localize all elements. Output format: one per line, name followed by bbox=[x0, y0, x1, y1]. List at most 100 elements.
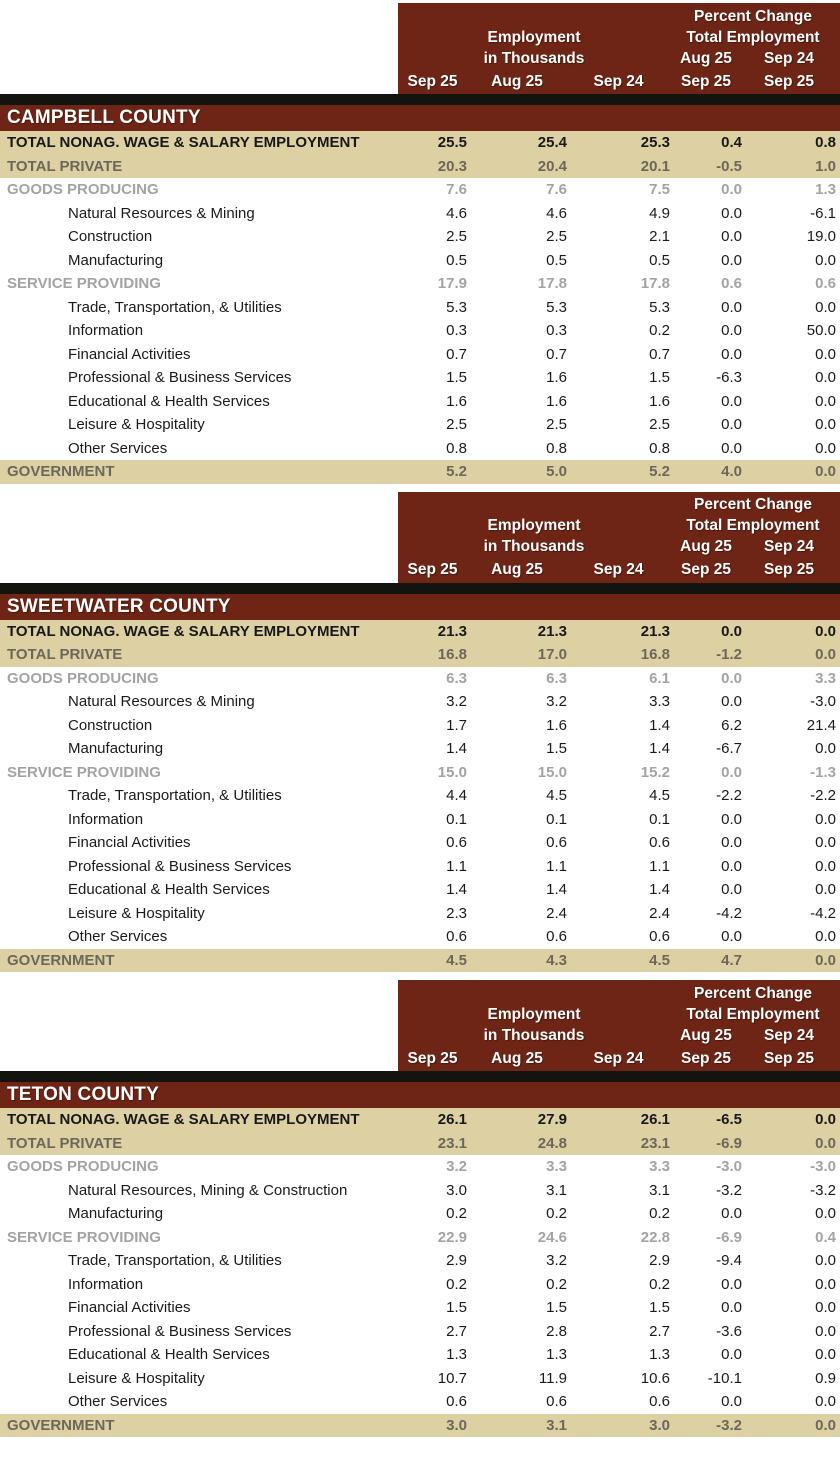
employment-label: Employment bbox=[487, 517, 581, 534]
value-sep25: 4.5 bbox=[446, 951, 467, 969]
value-sep24: 1.6 bbox=[649, 392, 670, 410]
pct-aug25-over-sep25: 0.0 bbox=[721, 251, 742, 269]
row-label: Information bbox=[68, 322, 144, 339]
pct-sep24-over-sep25: 0.9 bbox=[815, 1369, 836, 1387]
table-row: Construction 1.7 1.6 1.4 6.2 21.4 bbox=[0, 713, 840, 737]
pct-aug25-over-sep25: -4.2 bbox=[716, 904, 742, 922]
pct-sep24-over-sep25: 0.0 bbox=[815, 646, 836, 663]
table-row: GOVERNMENT 5.2 5.0 5.2 4.0 0.0 bbox=[0, 460, 840, 484]
col-sep25-label: Sep 25 bbox=[407, 561, 458, 578]
value-sep25: 0.5 bbox=[446, 251, 467, 269]
pct-sep24-over-sep25: 0.0 bbox=[815, 416, 836, 433]
value-aug25: 25.4 bbox=[537, 134, 567, 151]
pct-sep24-over-sep25: 0.0 bbox=[815, 857, 836, 875]
pct-aug25-over-sep25: 0.0 bbox=[721, 693, 742, 710]
pct-aug25-over-sep25: -2.2 bbox=[716, 787, 742, 804]
value-sep24: 20.1 bbox=[640, 157, 670, 175]
pct-aug25-over-sep25: 0.0 bbox=[721, 928, 742, 945]
value-aug25: 11.9 bbox=[538, 1369, 567, 1387]
table-row: GOODS PRODUCING 6.3 6.3 6.1 0.0 3.3 bbox=[0, 666, 840, 690]
pct-col-sep24-top-label: Sep 24 bbox=[764, 538, 814, 555]
value-aug25: 1.6 bbox=[546, 369, 567, 386]
value-sep24: 26.1 bbox=[640, 1111, 670, 1128]
pct-sep24-over-sep25: 0.0 bbox=[815, 622, 836, 640]
value-sep24: 1.5 bbox=[649, 369, 670, 386]
pct-sep24-over-sep25: 0.0 bbox=[815, 1205, 836, 1222]
county-rows: TOTAL NONAG. WAGE & SALARY EMPLOYMENT 21… bbox=[0, 619, 840, 972]
pct-aug25-over-sep25: 0.0 bbox=[721, 204, 742, 222]
value-sep24: 0.7 bbox=[649, 345, 670, 363]
header-line-2: Employment Total Employment bbox=[398, 27, 840, 48]
value-sep25: 4.6 bbox=[446, 204, 467, 222]
value-sep25: 17.9 bbox=[437, 275, 467, 292]
pct-aug25-over-sep25: -10.1 bbox=[707, 1369, 742, 1387]
row-label: Information bbox=[68, 1275, 144, 1293]
value-sep24: 0.1 bbox=[649, 810, 670, 828]
value-aug25: 4.3 bbox=[546, 951, 567, 969]
value-sep24: 2.1 bbox=[649, 228, 670, 245]
county-title: CAMPBELL COUNTY bbox=[0, 105, 840, 131]
value-sep25: 0.8 bbox=[446, 439, 467, 457]
value-sep25: 2.7 bbox=[446, 1322, 467, 1340]
row-label: Professional & Business Services bbox=[68, 369, 292, 386]
header-line-4: Sep 25 Aug 25 Sep 24 Sep 25 Sep 25 bbox=[398, 558, 840, 583]
table-row: TOTAL PRIVATE 23.1 24.8 23.1 -6.9 0.0 bbox=[0, 1131, 840, 1155]
pct-aug25-over-sep25: 4.7 bbox=[721, 951, 742, 969]
pct-sep24-over-sep25: 0.0 bbox=[815, 392, 836, 410]
pct-sep24-over-sep25: 0.0 bbox=[815, 1416, 836, 1434]
pct-aug25-over-sep25: 0.0 bbox=[721, 345, 742, 363]
value-sep24: 0.5 bbox=[649, 251, 670, 269]
pct-aug25-over-sep25: 0.0 bbox=[721, 228, 742, 245]
pct-aug25-over-sep25: -6.9 bbox=[716, 1228, 742, 1246]
value-sep25: 2.9 bbox=[446, 1252, 467, 1269]
value-aug25: 0.2 bbox=[546, 1275, 567, 1293]
table-row: Construction 2.5 2.5 2.1 0.0 19.0 bbox=[0, 225, 840, 249]
pct-col-sep24-top-label: Sep 24 bbox=[764, 49, 814, 67]
row-label: Professional & Business Services bbox=[68, 857, 292, 875]
row-label: Trade, Transportation, & Utilities bbox=[68, 1252, 282, 1269]
table-row: TOTAL NONAG. WAGE & SALARY EMPLOYMENT 26… bbox=[0, 1108, 840, 1132]
row-label: Construction bbox=[68, 228, 153, 245]
pct-sep24-over-sep25: 0.0 bbox=[815, 1275, 836, 1293]
value-sep25: 6.3 bbox=[446, 669, 467, 687]
value-aug25: 0.6 bbox=[546, 834, 567, 851]
pct-aug25-over-sep25: 0.0 bbox=[721, 416, 742, 433]
row-label: Educational & Health Services bbox=[68, 392, 270, 410]
row-label: TOTAL NONAG. WAGE & SALARY EMPLOYMENT bbox=[7, 134, 360, 151]
pct-aug25-over-sep25: -3.2 bbox=[716, 1181, 742, 1199]
value-sep24: 5.2 bbox=[649, 463, 670, 480]
pct-aug25-over-sep25: 0.0 bbox=[721, 439, 742, 457]
pct-aug25-over-sep25: 0.0 bbox=[721, 298, 742, 316]
divider-bar bbox=[0, 582, 840, 594]
total-employment-label: Total Employment bbox=[686, 517, 820, 534]
table-row: Leisure & Hospitality 2.3 2.4 2.4 -4.2 -… bbox=[0, 901, 840, 925]
col-sep24-label: Sep 24 bbox=[593, 1049, 644, 1067]
table-row: GOODS PRODUCING 3.2 3.3 3.3 -3.0 -3.0 bbox=[0, 1155, 840, 1179]
pct-aug25-over-sep25: -3.2 bbox=[716, 1416, 742, 1434]
pct-sep24-over-sep25: 0.0 bbox=[815, 834, 836, 851]
pct-aug25-over-sep25: 0.0 bbox=[721, 1275, 742, 1293]
total-employment-label: Total Employment bbox=[686, 1005, 820, 1023]
row-label: GOODS PRODUCING bbox=[7, 181, 159, 198]
col-aug25-label: Aug 25 bbox=[491, 72, 543, 90]
value-sep24: 4.5 bbox=[649, 787, 670, 804]
pct-aug25-over-sep25: -6.5 bbox=[716, 1111, 742, 1128]
table-row: Leisure & Hospitality 2.5 2.5 2.5 0.0 0.… bbox=[0, 413, 840, 437]
value-sep24: 0.6 bbox=[649, 834, 670, 851]
pct-sep24-over-sep25: 0.0 bbox=[815, 1322, 836, 1340]
table-row: Manufacturing 1.4 1.5 1.4 -6.7 0.0 bbox=[0, 737, 840, 761]
value-aug25: 1.1 bbox=[546, 857, 567, 875]
table-row: Trade, Transportation, & Utilities 5.3 5… bbox=[0, 295, 840, 319]
value-sep25: 5.3 bbox=[446, 298, 467, 316]
value-sep24: 1.1 bbox=[649, 857, 670, 875]
table-row: Other Services 0.6 0.6 0.6 0.0 0.0 bbox=[0, 1390, 840, 1414]
value-sep25: 1.4 bbox=[446, 881, 467, 898]
value-sep25: 1.1 bbox=[446, 857, 467, 875]
value-aug25: 2.8 bbox=[546, 1322, 567, 1340]
col-sep25-label: Sep 25 bbox=[407, 1049, 458, 1067]
value-aug25: 3.2 bbox=[546, 693, 567, 710]
value-sep24: 0.2 bbox=[649, 1275, 670, 1293]
table-row: Educational & Health Services 1.6 1.6 1.… bbox=[0, 389, 840, 413]
table-row: Educational & Health Services 1.3 1.3 1.… bbox=[0, 1343, 840, 1367]
table-row: Other Services 0.8 0.8 0.8 0.0 0.0 bbox=[0, 436, 840, 460]
